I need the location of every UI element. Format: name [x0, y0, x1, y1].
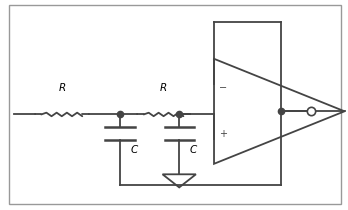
Text: +: +	[219, 129, 227, 139]
FancyBboxPatch shape	[9, 5, 341, 204]
Text: R: R	[58, 83, 65, 93]
Text: R: R	[159, 83, 166, 93]
Text: C: C	[190, 145, 197, 155]
Text: −: −	[219, 83, 227, 93]
Text: C: C	[130, 145, 138, 155]
